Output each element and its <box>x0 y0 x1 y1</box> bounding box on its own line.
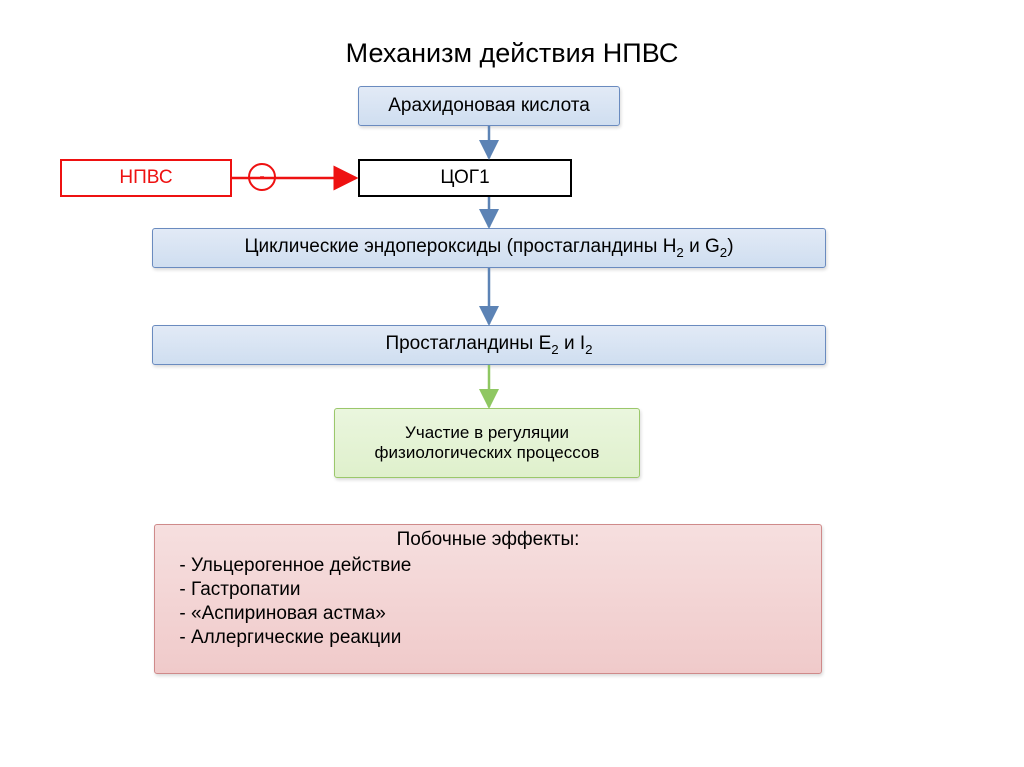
node-label: Арахидоновая кислота <box>388 95 590 117</box>
node-npvs: НПВС <box>60 159 232 197</box>
list-item: «Аспириновая астма» <box>191 603 411 625</box>
node-label: Циклические эндопероксиды (простагландин… <box>244 236 733 260</box>
inhibition-minus-icon: - <box>248 163 276 191</box>
node-cyclic-endoperoxides: Циклические эндопероксиды (простагландин… <box>152 228 826 268</box>
node-side-effects: Побочные эффекты: Ульцерогенное действие… <box>154 524 822 674</box>
node-prostaglandins-e2-i2: Простагландины Е2 и I2 <box>152 325 826 365</box>
list-item: Гастропатии <box>191 579 411 601</box>
node-label: Участие в регуляциифизиологических проце… <box>375 423 600 463</box>
node-label: Простагландины Е2 и I2 <box>385 333 592 357</box>
list-item: Ульцерогенное действие <box>191 555 411 577</box>
node-arachidonic-acid: Арахидоновая кислота <box>358 86 620 126</box>
node-cog1: ЦОГ1 <box>358 159 572 197</box>
node-label: НПВС <box>119 167 172 189</box>
side-effects-list: Ульцерогенное действие Гастропатии «Аспи… <box>169 553 411 651</box>
list-item: Аллергические реакции <box>191 627 411 649</box>
minus-glyph: - <box>259 168 264 186</box>
diagram-title: Механизм действия НПВС <box>0 38 1024 69</box>
node-label: ЦОГ1 <box>440 167 489 189</box>
node-physiological-regulation: Участие в регуляциифизиологических проце… <box>334 408 640 478</box>
side-effects-header: Побочные эффекты: <box>397 529 580 551</box>
